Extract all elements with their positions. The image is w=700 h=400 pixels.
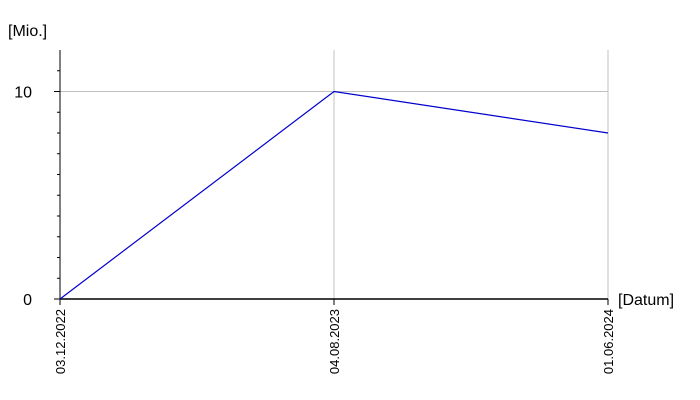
- x-tick-label: 01.06.2024: [601, 309, 616, 374]
- y-axis-label: [Mio.]: [8, 23, 47, 40]
- x-tick-label: 03.12.2022: [53, 309, 68, 374]
- y-tick-label: 0: [23, 292, 32, 309]
- y-tick-label: 10: [14, 85, 32, 102]
- data-line: [59, 90, 609, 300]
- x-tick-label: 04.08.2023: [327, 309, 342, 374]
- x-axis-label: [Datum]: [618, 292, 674, 309]
